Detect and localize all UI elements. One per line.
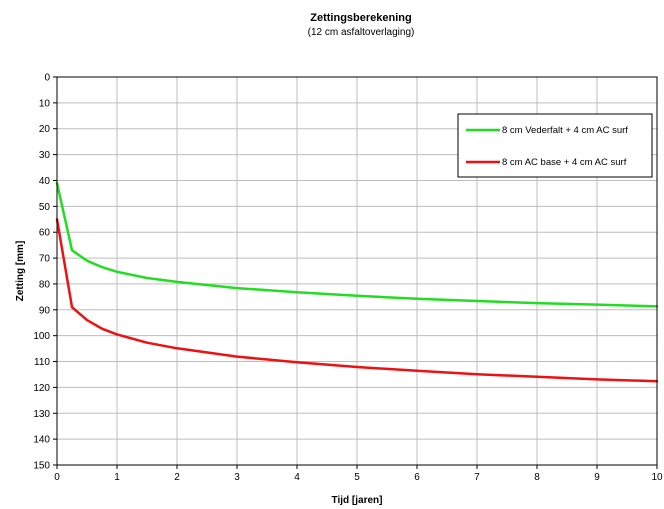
y-tick-label: 60 [39, 228, 51, 239]
y-tick-label: 0 [44, 73, 50, 84]
y-tick-label: 10 [39, 98, 51, 109]
y-tick-label: 130 [33, 409, 50, 420]
y-tick-label: 120 [33, 383, 50, 394]
y-tick-label: 20 [39, 124, 51, 135]
x-tick-label: 10 [651, 472, 663, 483]
x-tick-label: 1 [114, 472, 120, 483]
legend-label-red: 8 cm AC base + 4 cm AC surf [502, 157, 627, 168]
x-tick-label: 0 [54, 472, 60, 483]
y-tick-label: 150 [33, 461, 50, 472]
y-tick-label: 30 [39, 150, 51, 161]
chart-subtitle: (12 cm asfaltoverlaging) [308, 27, 415, 38]
y-tick-label: 100 [33, 331, 50, 342]
x-tick-label: 9 [594, 472, 600, 483]
x-tick-label: 3 [234, 472, 240, 483]
y-tick-label: 110 [34, 357, 50, 368]
y-tick-label: 140 [33, 435, 50, 446]
chart-title: Zettingsberekening [310, 12, 411, 24]
x-tick-label: 6 [414, 472, 420, 483]
x-axis-label: Tijd [jaren] [332, 495, 383, 506]
legend-label-green: 8 cm Vederfalt + 4 cm AC surf [502, 125, 628, 136]
x-tick-label: 5 [354, 472, 360, 483]
y-tick-label: 70 [39, 254, 51, 265]
x-tick-label: 7 [474, 472, 480, 483]
y-tick-label: 80 [39, 279, 51, 290]
x-tick-label: 2 [174, 472, 180, 483]
y-axis-label: Zetting [mm] [15, 241, 26, 302]
y-tick-label: 40 [39, 176, 51, 187]
y-tick-label: 90 [39, 305, 51, 316]
legend: 8 cm Vederfalt + 4 cm AC surf 8 cm AC ba… [458, 114, 652, 177]
y-tick-label: 50 [39, 202, 51, 213]
x-tick-label: 8 [534, 472, 540, 483]
x-tick-label: 4 [294, 472, 300, 483]
